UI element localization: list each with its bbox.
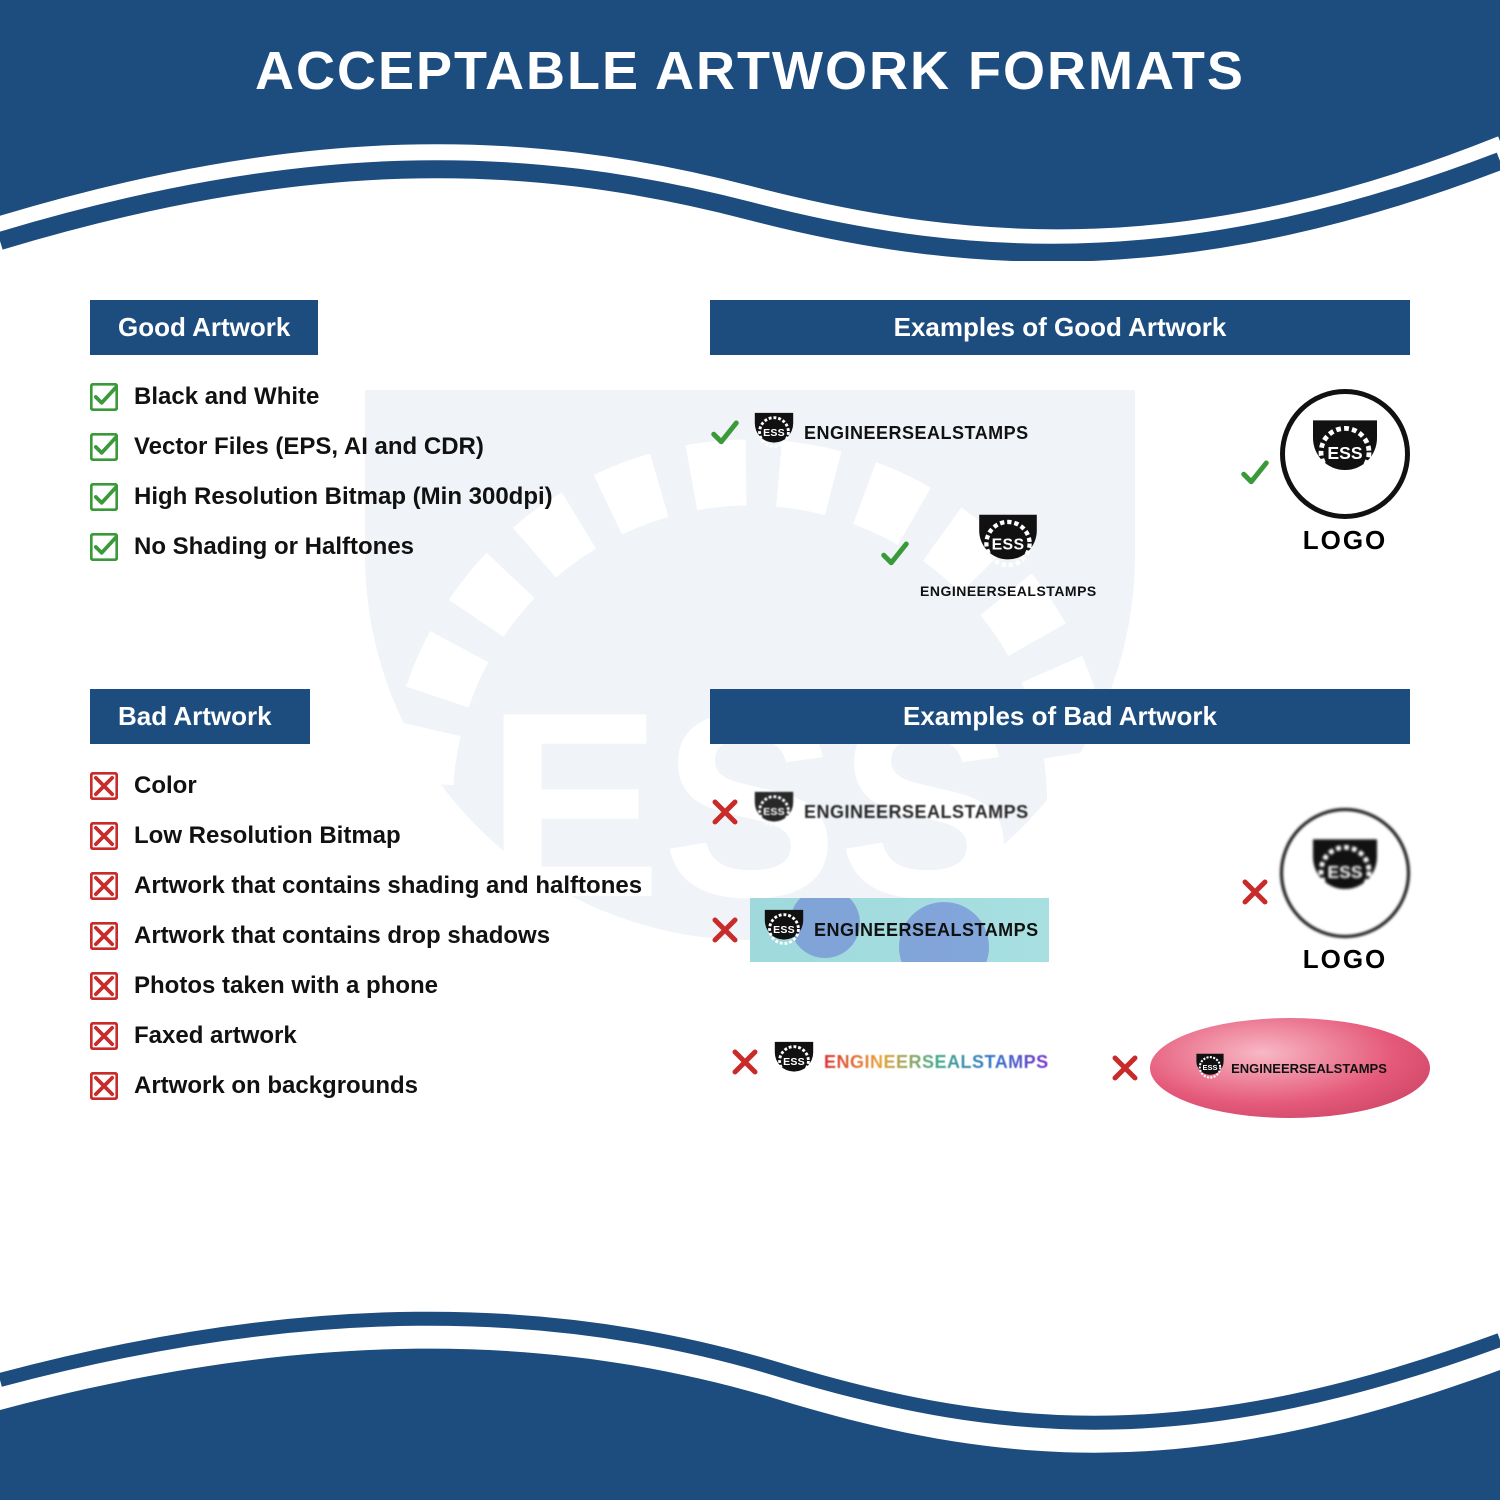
list-item-label: Low Resolution Bitmap [134,822,401,850]
cross-icon [90,822,118,850]
cross-icon [730,1047,760,1077]
bad-row: Bad Artwork Color Low Resolution Bitmap … [90,689,1410,1148]
bad-example-blurry-circle: LOGO [1240,808,1410,975]
list-item-label: Artwork on backgrounds [134,1072,418,1100]
good-example-horizontal-logo: ENGINEERSEALSTAMPS [710,409,1029,457]
good-artwork-list: Black and White Vector Files (EPS, AI an… [90,383,650,561]
good-examples-area: ENGINEERSEALSTAMPS ENGINEERSEALSTAMPS [710,379,1410,639]
check-icon [880,539,910,569]
cross-icon [1110,1053,1140,1083]
list-item-label: Photos taken with a phone [134,972,438,1000]
cross-icon [90,1022,118,1050]
logo-label: LOGO [1303,944,1388,975]
check-icon [710,418,740,448]
cross-icon [90,872,118,900]
ess-badge-icon [770,1038,818,1086]
logo-label: LOGO [1303,525,1388,556]
page-title: ACCEPTABLE ARTWORK FORMATS [0,40,1500,102]
list-item-label: Color [134,772,197,800]
brand-text: ENGINEERSEALSTAMPS [804,423,1029,444]
footer-band [0,1300,1500,1500]
brand-text: ENGINEERSEALSTAMPS [824,1052,1049,1073]
bad-artwork-header: Bad Artwork [90,689,310,744]
brand-text: ENGINEERSEALSTAMPS [804,802,1029,823]
pink-oval-logo: ENGINEERSEALSTAMPS [1150,1018,1430,1118]
ess-badge-icon [972,509,1044,581]
good-examples-header: Examples of Good Artwork [710,300,1410,355]
check-icon [90,483,118,511]
list-item: Photos taken with a phone [90,972,650,1000]
list-item-label: Vector Files (EPS, AI and CDR) [134,433,484,461]
bad-artwork-list: Color Low Resolution Bitmap Artwork that… [90,772,650,1100]
list-item: Vector Files (EPS, AI and CDR) [90,433,650,461]
ess-badge-icon [1305,833,1385,913]
cross-icon [90,772,118,800]
bad-examples-area: ENGINEERSEALSTAMPS ENGINEERSEALSTAMPS [710,768,1410,1148]
good-example-stacked-logo: ENGINEERSEALSTAMPS [880,509,1097,599]
list-item: Faxed artwork [90,1022,650,1050]
brand-text: ENGINEERSEALSTAMPS [1231,1061,1387,1076]
cross-icon [90,1072,118,1100]
ess-badge-icon [1305,414,1385,494]
bad-example-blurry-logo: ENGINEERSEALSTAMPS [710,788,1029,836]
bad-example-pink-oval: ENGINEERSEALSTAMPS [1110,1018,1430,1118]
list-item-label: High Resolution Bitmap (Min 300dpi) [134,483,553,511]
good-example-circle-logo: LOGO [1240,389,1410,556]
cross-icon [710,797,740,827]
check-icon [90,433,118,461]
bad-example-colored-logo: ENGINEERSEALSTAMPS [730,1038,1049,1086]
list-item: High Resolution Bitmap (Min 300dpi) [90,483,650,511]
list-item-label: Artwork that contains shading and halfto… [134,872,642,900]
cross-icon [710,915,740,945]
list-item-label: No Shading or Halftones [134,533,414,561]
list-item: Artwork that contains shading and halfto… [90,872,650,900]
ess-badge-icon [760,906,808,954]
list-item: Artwork on backgrounds [90,1072,650,1100]
list-item: Black and White [90,383,650,411]
list-item: No Shading or Halftones [90,533,650,561]
ess-badge-icon [750,409,798,457]
ess-badge-icon [1193,1051,1227,1085]
cross-icon [90,972,118,1000]
check-icon [90,533,118,561]
brand-text: ENGINEERSEALSTAMPS [920,583,1097,599]
content-area: Good Artwork Black and White Vector File… [90,300,1410,1198]
good-row: Good Artwork Black and White Vector File… [90,300,1410,639]
good-artwork-header: Good Artwork [90,300,318,355]
cross-icon [1240,877,1270,907]
logo-circle [1280,808,1410,938]
brand-text: ENGINEERSEALSTAMPS [814,920,1039,941]
logo-circle [1280,389,1410,519]
list-item-label: Faxed artwork [134,1022,297,1050]
bad-examples-header: Examples of Bad Artwork [710,689,1410,744]
ess-badge-icon [750,788,798,836]
list-item: Low Resolution Bitmap [90,822,650,850]
list-item-label: Black and White [134,383,319,411]
list-item: Color [90,772,650,800]
footer-wave [0,1300,1500,1500]
bad-example-on-background: ENGINEERSEALSTAMPS [710,898,1049,962]
list-item-label: Artwork that contains drop shadows [134,922,550,950]
cross-icon [90,922,118,950]
list-item: Artwork that contains drop shadows [90,922,650,950]
header-band [0,0,1500,260]
check-icon [90,383,118,411]
header-wave [0,101,1500,261]
check-icon [1240,458,1270,488]
